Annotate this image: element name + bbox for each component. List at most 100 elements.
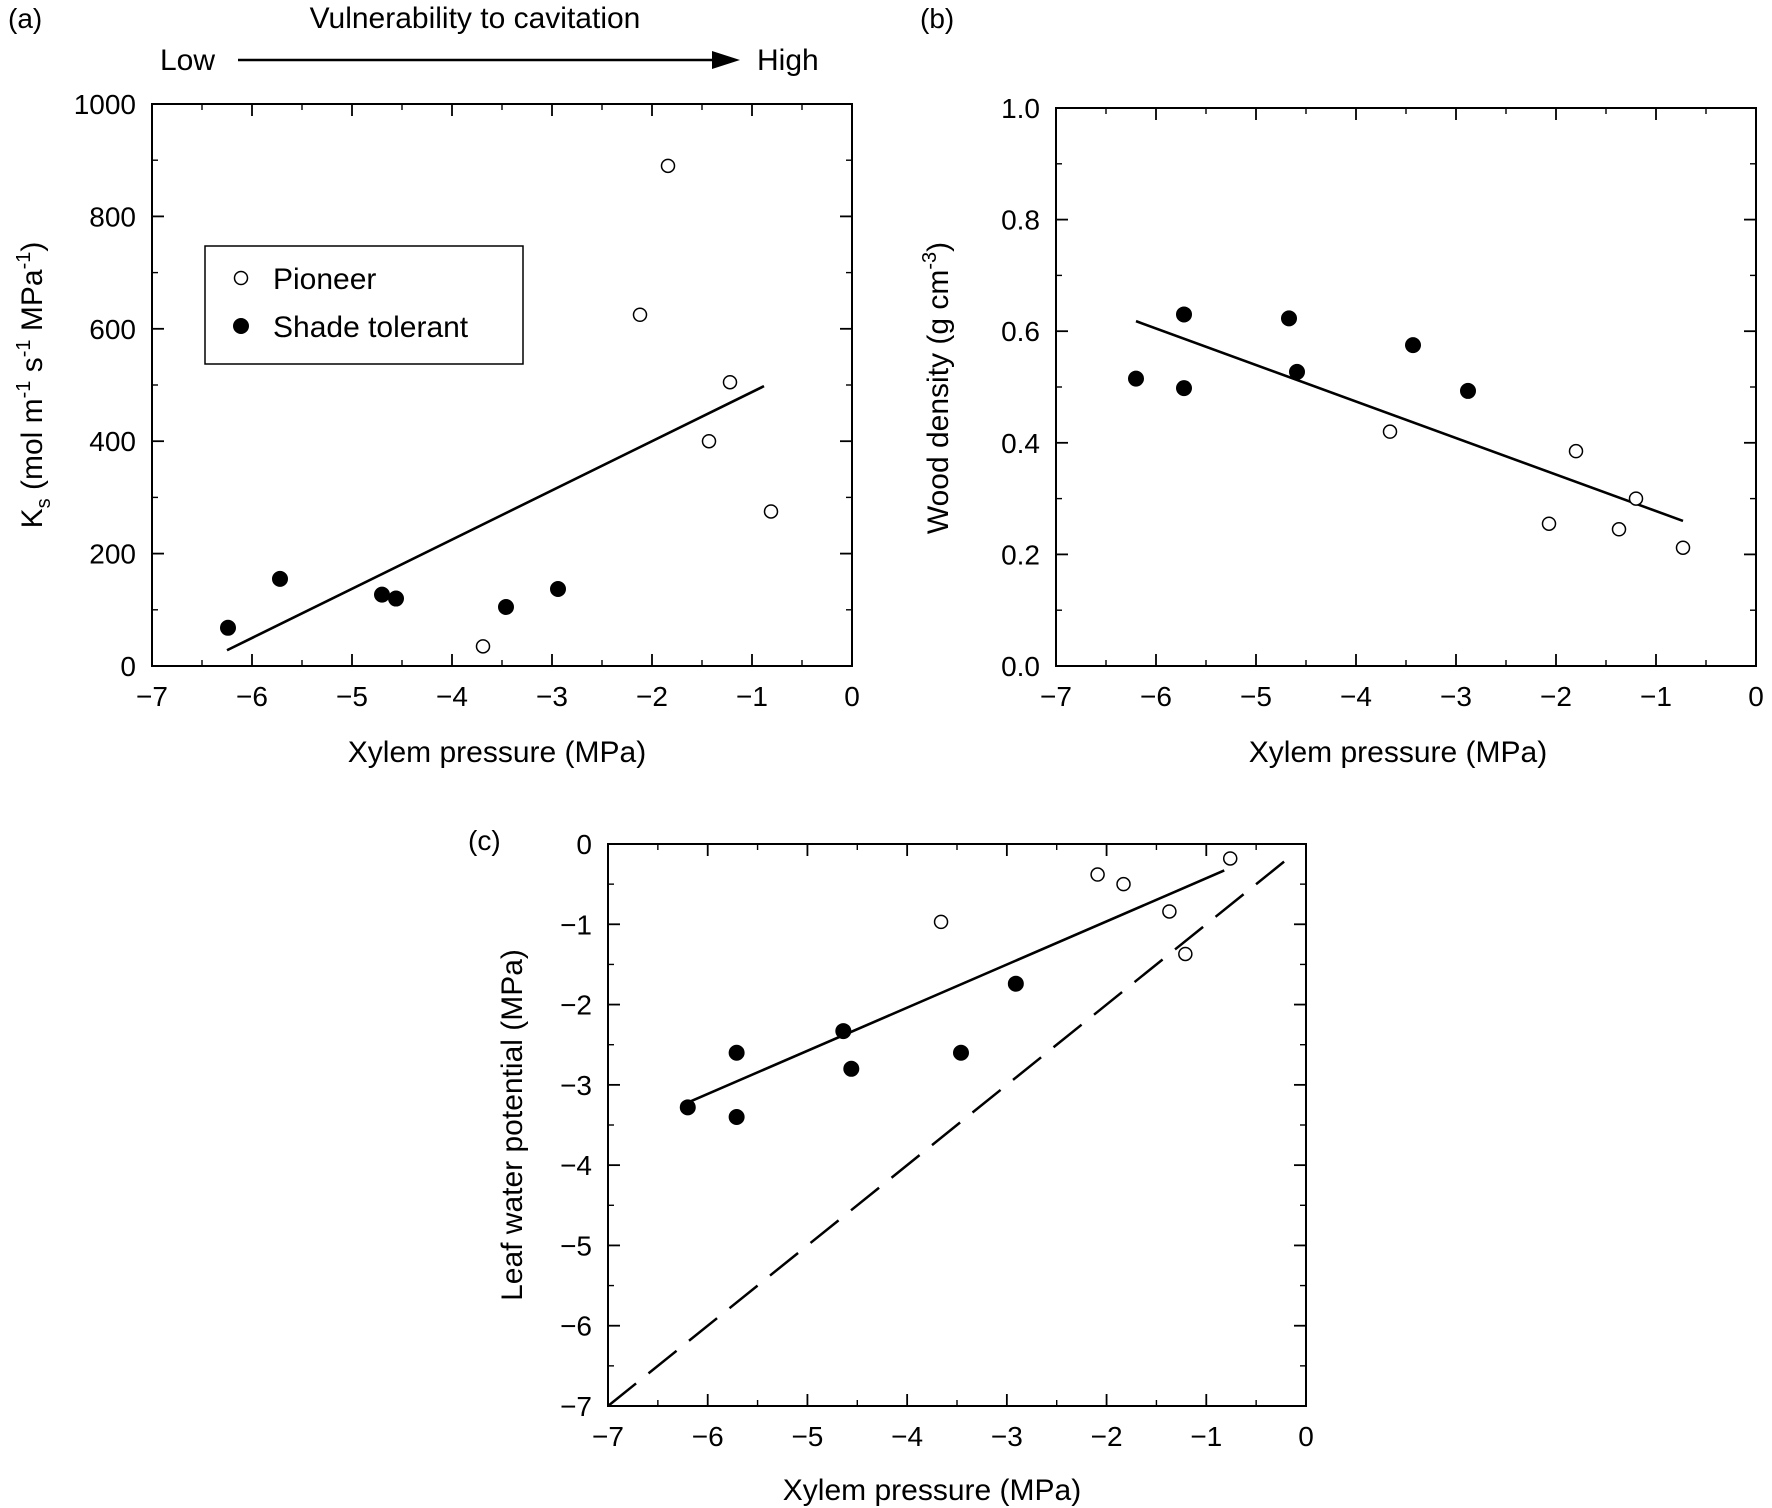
x-tick-label-b: −1: [1640, 681, 1672, 712]
y-tick-label-b: 0.8: [1001, 205, 1040, 236]
x-tick-label-a: −3: [536, 681, 568, 712]
shade-tolerant-point: [272, 570, 288, 587]
panel-b: (b) −7 −6 −5 −4 −3 −2 −1 0 0.0 0.2 0.4 0.6 0.8 1.0 X…: [919, 3, 1764, 769]
shade-tolerant-point: [1281, 310, 1297, 327]
x-axis-title-c: Xylem pressure (MPa): [783, 1474, 1081, 1507]
y-tick-label-b: 1.0: [1001, 93, 1040, 124]
x-tick-label-c: −3: [991, 1421, 1023, 1452]
ticks-a: [151, 103, 853, 667]
y-tick-label-a: 0: [120, 651, 136, 682]
x-tick-label-a: −6: [236, 681, 268, 712]
legend: Pioneer Shade tolerant: [204, 245, 524, 365]
x-tick-label-a: −2: [636, 681, 668, 712]
ticks-c: [607, 843, 1307, 1407]
y-tick-label-b: 0.4: [1001, 428, 1040, 459]
legend-shade-label: Shade tolerant: [273, 311, 469, 344]
pioneer-point: [475, 639, 491, 654]
legend-pioneer-marker: [233, 270, 249, 286]
pioneer-point: [1116, 876, 1131, 892]
x-tick-label-a: −4: [436, 681, 468, 712]
shade-tolerant-point: [843, 1060, 860, 1077]
y-axis-title-b: Wood density (g cm-3): [919, 242, 955, 534]
x-tick-label-c: −6: [692, 1421, 724, 1452]
shade-tolerant-point: [1405, 337, 1421, 354]
identity-line: [607, 854, 1293, 1407]
x-tick-label-c: −5: [791, 1421, 823, 1452]
regression-line: [226, 384, 765, 652]
x-tick-label-b: −6: [1140, 681, 1172, 712]
shade-tolerant-point: [728, 1108, 745, 1125]
fit-line-b: [1135, 319, 1684, 523]
y-tick-label-a: 1000: [74, 89, 136, 120]
y-tick-label-c: −7: [560, 1391, 592, 1422]
legend-box: [204, 245, 524, 365]
x-tick-label-b: −5: [1240, 681, 1272, 712]
shade-tolerant-point: [1007, 975, 1024, 992]
x-tick-label-c: 0: [1298, 1421, 1314, 1452]
x-tick-label-a: 0: [844, 681, 860, 712]
x-axis-title-a: Xylem pressure (MPa): [348, 736, 646, 769]
y-axis-title-a: Ks (mol m-1 s-1 MPa-1): [13, 242, 55, 529]
pioneer-point: [1675, 540, 1691, 555]
panel-c-label: (c): [468, 825, 501, 856]
shade-tolerant-point: [728, 1044, 745, 1061]
shade-tolerant-point: [1176, 306, 1192, 323]
plot-frame-b: [1055, 107, 1757, 667]
shade-tolerant-point: [374, 586, 390, 603]
y-axis-title-c: Leaf water potential (MPa): [496, 949, 529, 1301]
pioneer-point: [722, 374, 738, 390]
x-axis-title-b: Xylem pressure (MPa): [1249, 736, 1547, 769]
shade-tolerant-point: [1289, 363, 1305, 380]
pioneer-point: [1162, 904, 1177, 919]
x-tick-labels-a: −7 −6 −5 −4 −3 −2 −1 0: [136, 681, 860, 712]
vulnerability-low-label: Low: [160, 44, 215, 77]
pioneer-point: [1382, 424, 1398, 439]
x-tick-label-b: −4: [1340, 681, 1372, 712]
y-tick-label-c: −6: [560, 1311, 592, 1342]
x-tick-label-a: −5: [336, 681, 368, 712]
shade-tolerant-point: [952, 1044, 969, 1061]
vulnerability-high-label: High: [757, 44, 819, 77]
legend-pioneer-label: Pioneer: [273, 263, 376, 296]
y-tick-label-b: 0.2: [1001, 539, 1040, 570]
y-tick-labels-c: −7 −6 −5 −4 −3 −2 −1 0: [560, 829, 592, 1422]
y-tick-label-b: 0.6: [1001, 316, 1040, 347]
y-tick-label-b: 0.0: [1001, 651, 1040, 682]
shade-tolerant-point: [550, 581, 566, 598]
shade-tolerant-point: [498, 598, 514, 615]
x-tick-labels-b: −7 −6 −5 −4 −3 −2 −1 0: [1040, 681, 1764, 712]
panel-b-label: (b): [920, 3, 954, 34]
vulnerability-arrow: [238, 51, 740, 69]
fit-line-a: [226, 384, 765, 652]
shade-tolerant-point: [220, 619, 236, 636]
y-tick-label-c: 0: [576, 829, 592, 860]
y-tick-label-a: 800: [89, 201, 136, 232]
y-tick-labels-a: 0 200 400 600 800 1000: [74, 89, 136, 682]
points-a: [220, 158, 779, 654]
x-tick-label-c: −4: [891, 1421, 923, 1452]
points-c: [679, 851, 1238, 1125]
y-tick-label-c: −2: [560, 990, 592, 1021]
y-tick-labels-b: 0.0 0.2 0.4 0.6 0.8 1.0: [1001, 93, 1040, 682]
pioneer-point: [1222, 851, 1238, 866]
pioneer-point: [763, 504, 779, 519]
pioneer-point: [1611, 522, 1627, 537]
pioneer-point: [1178, 946, 1193, 962]
x-tick-label-a: −7: [136, 681, 168, 712]
shade-tolerant-point: [679, 1099, 696, 1116]
x-tick-label-b: −2: [1540, 681, 1572, 712]
x-tick-label-c: −2: [1091, 1421, 1123, 1452]
y-tick-label-c: −5: [560, 1230, 592, 1261]
panel-a: (a) Vulnerability to cavitation Low High…: [8, 2, 860, 769]
vulnerability-title: Vulnerability to cavitation: [310, 2, 641, 35]
y-tick-label-a: 400: [89, 426, 136, 457]
legend-shade-marker: [233, 318, 249, 334]
pioneer-point: [1628, 491, 1644, 506]
x-tick-label-c: −7: [592, 1421, 624, 1452]
x-tick-label-c: −1: [1190, 1421, 1222, 1452]
ticks-b: [1055, 107, 1757, 667]
pioneer-point: [632, 307, 648, 322]
shade-tolerant-point: [1128, 370, 1144, 387]
identity-line-c: [607, 854, 1293, 1407]
y-tick-label-c: −3: [560, 1070, 592, 1101]
